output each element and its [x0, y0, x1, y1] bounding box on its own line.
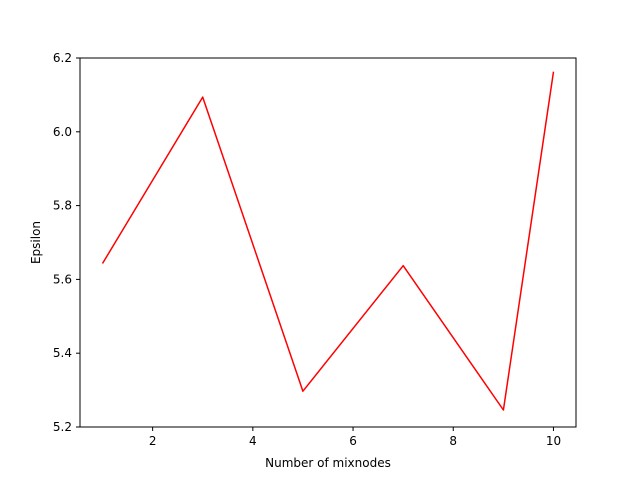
- x-axis-label: Number of mixnodes: [265, 456, 391, 470]
- y-tick-label: 6.0: [53, 125, 72, 139]
- y-tick-label: 5.4: [53, 346, 72, 360]
- x-tick-label: 4: [249, 434, 257, 448]
- x-axis-ticks: 2 4 6 8 10: [149, 427, 561, 448]
- y-axis-label: Epsilon: [29, 221, 43, 264]
- y-tick-label: 6.2: [53, 51, 72, 65]
- y-tick-label: 5.6: [53, 272, 72, 286]
- x-tick-label: 2: [149, 434, 157, 448]
- x-tick-label: 6: [349, 434, 357, 448]
- series-layer: [101, 71, 555, 411]
- y-axis-ticks: 5.2 5.4 5.6 5.8 6.0 6.2: [53, 51, 80, 434]
- axes-frame: [79, 57, 577, 428]
- x-tick-label: 10: [546, 434, 561, 448]
- y-tick-label: 5.2: [53, 420, 72, 434]
- x-tick-label: 8: [449, 434, 457, 448]
- y-tick-label: 5.8: [53, 199, 72, 213]
- series-line: [101, 71, 555, 411]
